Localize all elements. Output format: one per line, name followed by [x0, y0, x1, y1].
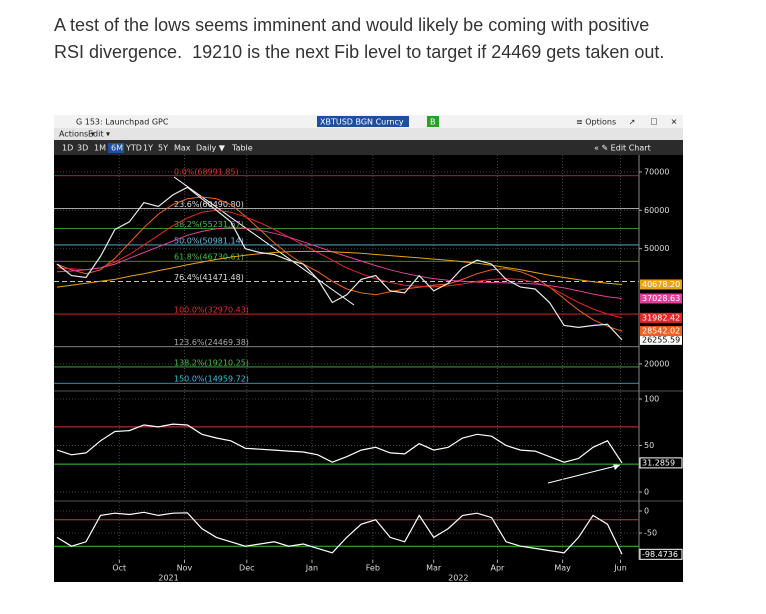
fib-label: 38.2%(55231.67) — [174, 220, 244, 229]
last-value-label: 37028.63 — [642, 294, 680, 303]
series-line — [56, 186, 623, 341]
fib-label: 61.8%(46730.61) — [174, 253, 244, 262]
badge[interactable]: B — [430, 118, 436, 127]
last-value-box — [639, 457, 683, 469]
fib-label: 76.4%(41471.48) — [174, 273, 244, 282]
range-button[interactable]: 3D — [77, 144, 88, 153]
last-value-box — [640, 334, 682, 345]
range-bar — [54, 140, 683, 155]
range-button[interactable]: 1Y — [143, 144, 153, 153]
series-line — [56, 511, 623, 555]
last-value-label: 31.2859 — [642, 458, 675, 467]
range-active — [108, 143, 124, 153]
last-value-box — [639, 548, 683, 560]
y-tick-label: 0 — [644, 488, 649, 497]
bloomberg-chart: G 153: Launchpad GPC XBTUSD BGN Curncy B ≡ … — [54, 115, 683, 582]
x-tick-label: Jan — [305, 564, 318, 573]
series-line — [56, 227, 623, 299]
range-button[interactable]: Max — [174, 144, 191, 153]
x-tick-label: Feb — [366, 564, 380, 573]
year-label: 2022 — [448, 574, 468, 583]
fib-label: 150.0%(14959.72) — [174, 375, 249, 384]
last-value-box — [640, 293, 682, 304]
x-tick-label: Mar — [426, 564, 442, 573]
options[interactable]: ≡ Options — [576, 118, 616, 127]
fib-label: 138.2%(19210.25) — [174, 358, 249, 367]
year-label: 2021 — [158, 574, 178, 583]
x-tick-label: Apr — [490, 564, 505, 573]
y-tick-label: 70000 — [644, 167, 669, 176]
y-tick-label: 60000 — [644, 206, 669, 215]
window-icon[interactable]: ✕ — [671, 118, 678, 127]
last-value-label: 40678.20 — [642, 280, 680, 289]
last-value-label: 28542.02 — [642, 327, 680, 336]
series-line — [56, 196, 623, 332]
paragraph-line: RSI divergence. 19210 is the next Fib le… — [54, 42, 665, 62]
range-button[interactable]: 5Y — [158, 144, 168, 153]
last-value-box — [640, 279, 682, 290]
arrow-head — [613, 464, 620, 470]
y-tick-label: 100 — [644, 394, 659, 403]
x-tick-label: Nov — [177, 564, 193, 573]
range-button[interactable]: 1D — [62, 144, 73, 153]
range-button[interactable]: 1M — [94, 144, 106, 153]
last-value-label: 31982.42 — [642, 313, 680, 322]
x-tick-label: Jun — [613, 564, 627, 573]
x-tick-label: May — [554, 564, 571, 573]
fib-label: 50.0%(50981.14) — [174, 236, 244, 245]
ticker[interactable]: XBTUSD BGN Curncy — [320, 118, 404, 127]
chart-layer: G 153: Launchpad GPC XBTUSD BGN Curncy B ≡ … — [54, 118, 683, 583]
range-button[interactable]: 6M — [111, 144, 123, 153]
range-button[interactable]: Table — [231, 144, 253, 153]
x-tick-label: Oct — [112, 564, 126, 573]
last-value-label: 26255.59 — [642, 335, 680, 344]
series-line — [56, 209, 623, 319]
window-icon[interactable]: ☐ — [650, 118, 657, 127]
x-tick-label: Dec — [239, 564, 254, 573]
trend-line — [173, 176, 355, 306]
range-button[interactable]: YTD — [125, 144, 142, 153]
menu-bar — [54, 128, 683, 140]
series-line — [56, 250, 623, 288]
y-tick-label: 20000 — [644, 359, 669, 368]
ticker-box[interactable] — [317, 116, 409, 127]
y-tick-label: -50 — [644, 529, 657, 538]
paragraph: A test of the lows seems imminent and wo… — [54, 12, 754, 66]
fib-label: 100.0%(32970.43) — [174, 306, 249, 315]
fib-label: 0.0%(68991.85) — [174, 167, 239, 176]
menu[interactable]: Edit ▾ — [88, 130, 110, 139]
y-tick-label: 50 — [644, 441, 654, 450]
last-value-label: -98.4736 — [642, 550, 678, 559]
fib-label: 123.6%(24469.38) — [174, 338, 249, 347]
chart-background — [54, 115, 683, 582]
y-tick-label: 50000 — [644, 244, 669, 253]
divergence-arrow — [547, 464, 621, 484]
toolbar-title: G 153: Launchpad GPC — [76, 118, 169, 127]
badge-box[interactable] — [427, 116, 439, 127]
paragraph-line: A test of the lows seems imminent and wo… — [54, 15, 650, 35]
menu[interactable]: Actions ▾ — [59, 130, 95, 139]
window-icon[interactable]: ↗ — [629, 118, 636, 127]
last-value-box — [640, 312, 682, 323]
y-tick-label: 0 — [644, 507, 649, 516]
series-line — [56, 423, 623, 464]
edit-chart[interactable]: « ✎ Edit Chart — [594, 144, 651, 153]
range-button[interactable]: Daily ▼ — [196, 144, 226, 153]
last-value-box — [640, 326, 682, 337]
